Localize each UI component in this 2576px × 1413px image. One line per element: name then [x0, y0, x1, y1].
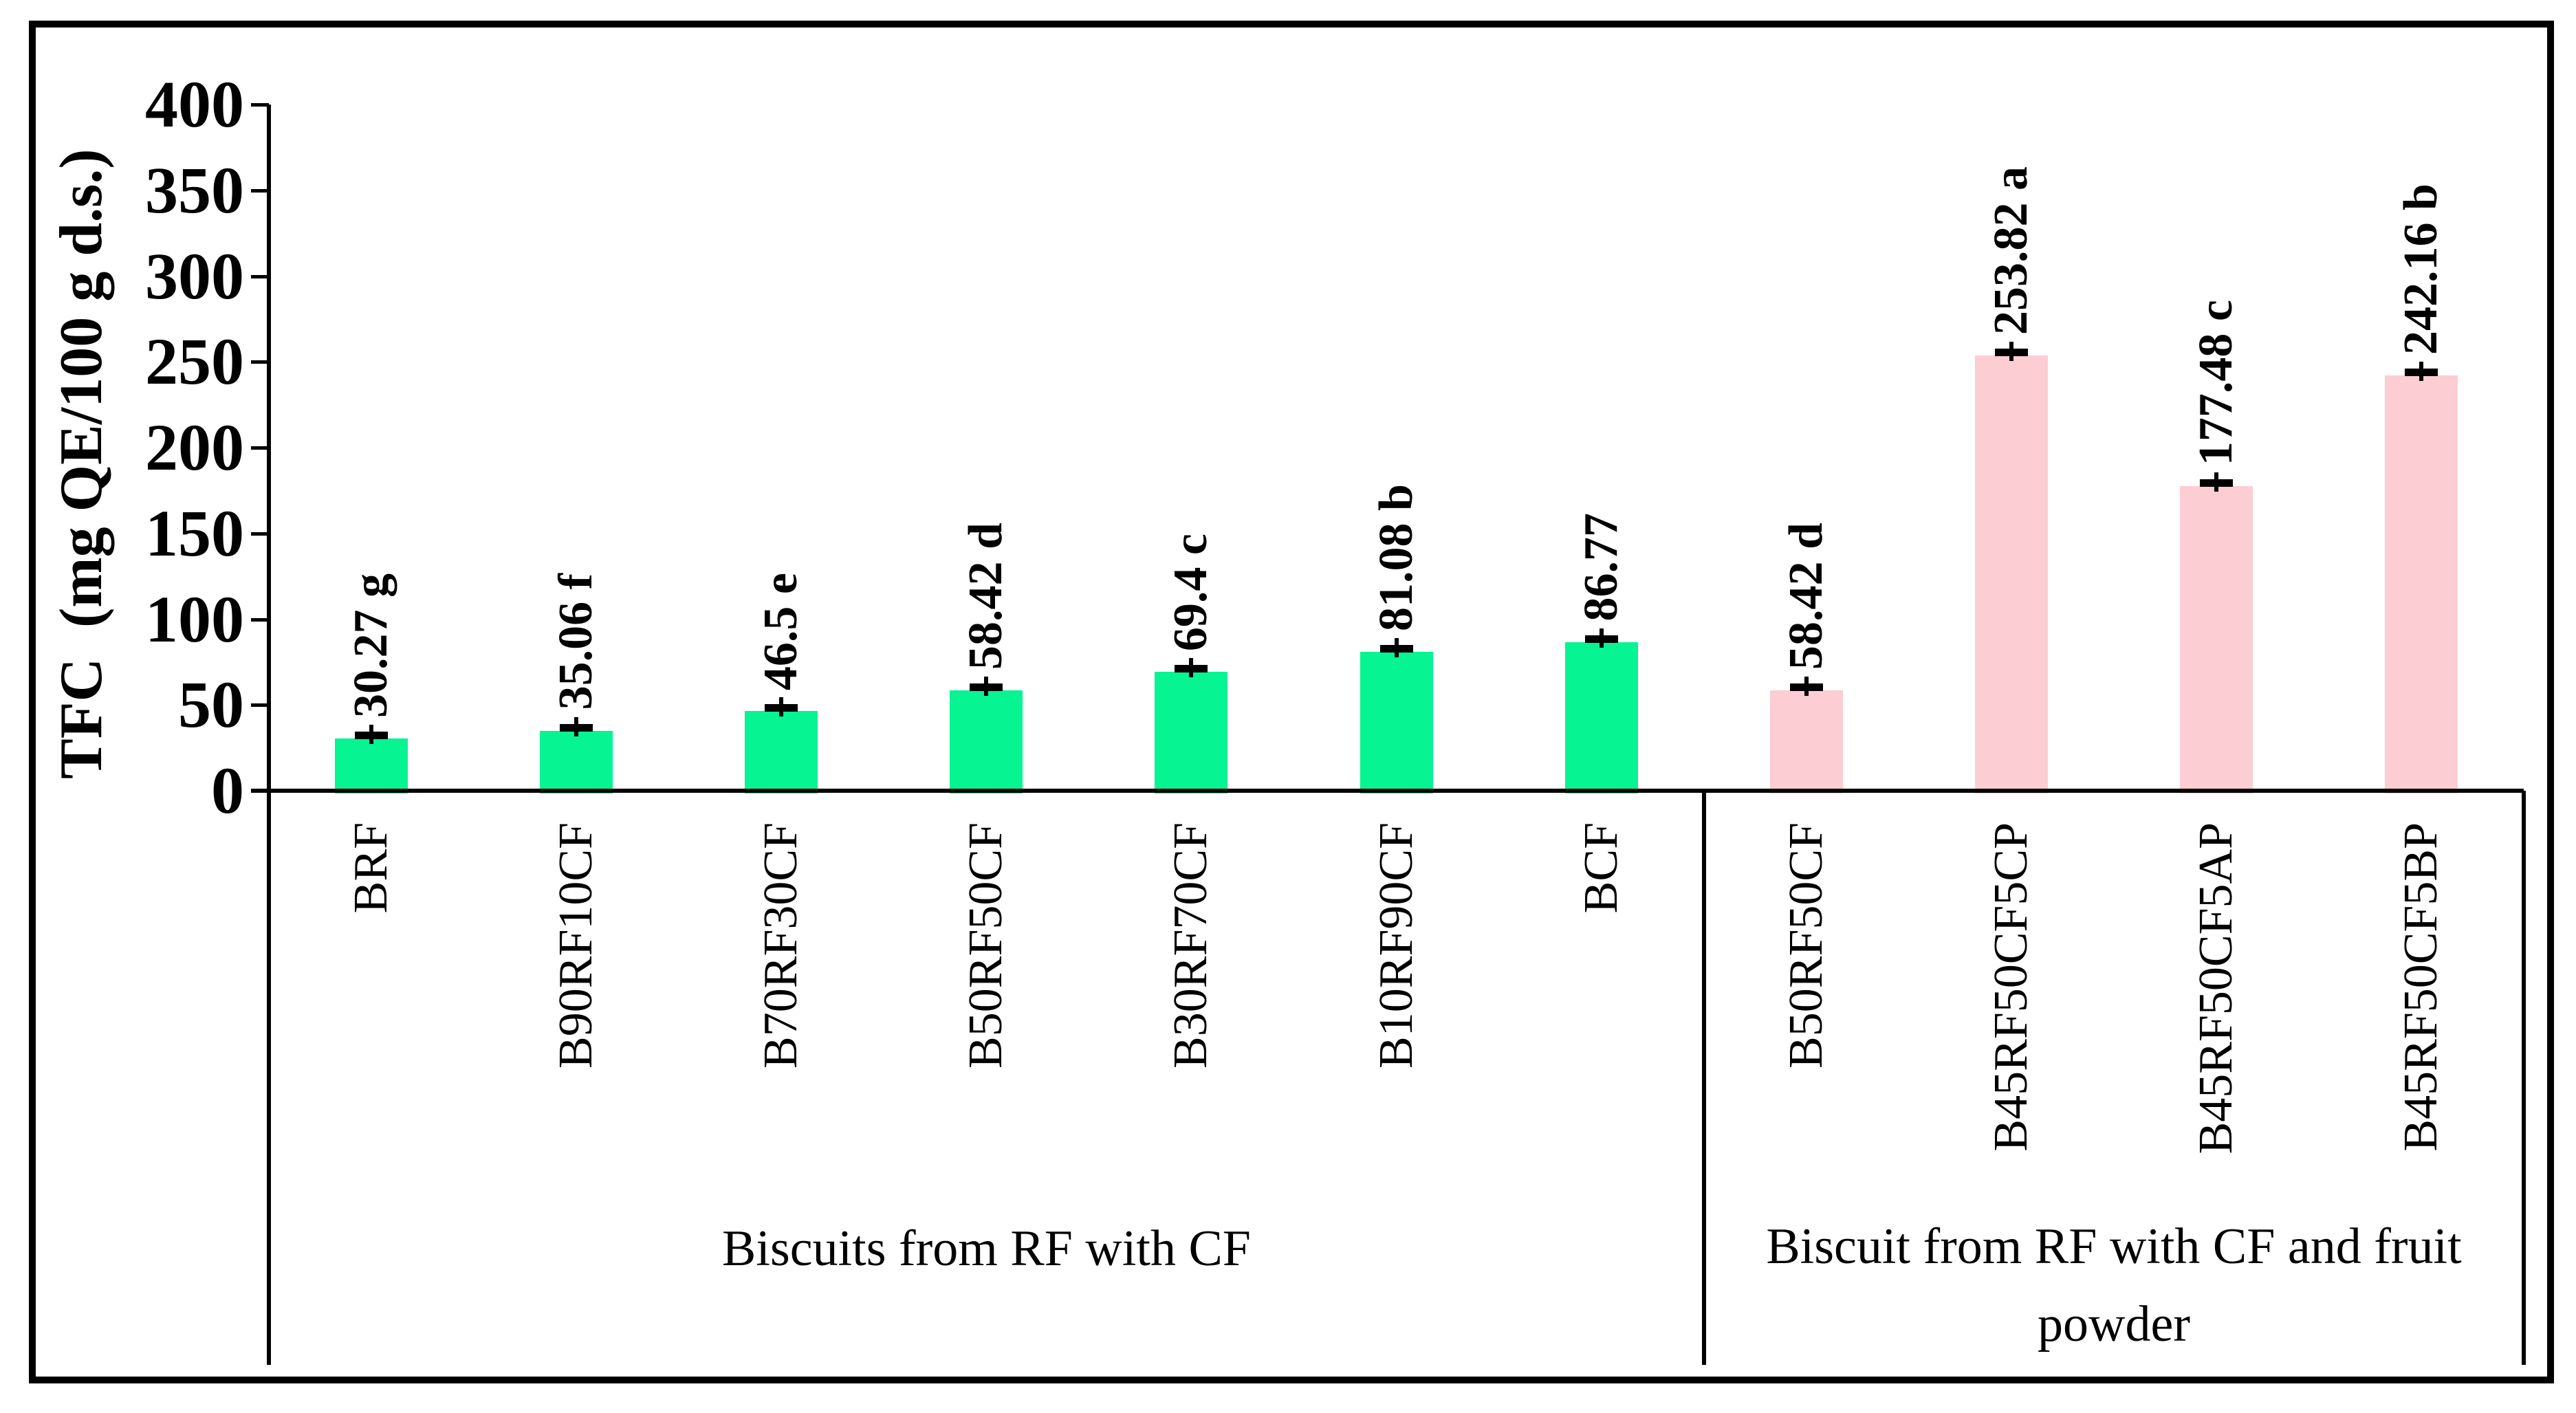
bar-value-label: 242.16 b	[2394, 183, 2447, 355]
y-axis-tick-label: 250	[145, 325, 244, 399]
category-label: BRF	[345, 822, 398, 914]
y-axis-tick-label: 350	[145, 153, 244, 227]
y-axis-tick	[251, 188, 269, 193]
bar-value-label: 30.27 g	[345, 573, 398, 719]
category-label: B45RF50CF5BP	[2394, 822, 2447, 1152]
y-axis-tick	[251, 446, 269, 450]
error-bar-cap	[2199, 479, 2233, 488]
bar	[2179, 486, 2253, 793]
category-label: B45RF50CF5CP	[1984, 822, 2038, 1152]
error-bar-cap	[1994, 348, 2028, 356]
category-label: B90RF10CF	[549, 822, 603, 1069]
bar	[950, 690, 1023, 793]
error-bar-cap	[1175, 664, 1208, 672]
bar	[1155, 671, 1228, 793]
error-bar-cap	[1379, 644, 1413, 653]
category-label: B50RF50CF	[959, 822, 1013, 1069]
bar-value-label: 253.82 a	[1984, 166, 2038, 335]
category-label: B10RF90CF	[1369, 822, 1423, 1069]
category-label: BCF	[1574, 822, 1628, 914]
group-label-biscuits-rf-cf: Biscuits from RF with CF	[722, 1220, 1251, 1277]
y-axis-tick	[251, 703, 269, 708]
bar-value-label: 58.42 d	[959, 523, 1013, 670]
bar	[1769, 690, 1843, 793]
y-axis-tick-label: 400	[145, 67, 244, 141]
bar-value-label: 81.08 b	[1369, 483, 1423, 631]
y-axis-tick-label: 50	[178, 668, 244, 742]
category-label: B50RF50CF	[1779, 822, 1833, 1069]
group-label-biscuits-rf-cf-fruit: Biscuit from RF with CF and fruit powder	[1766, 1218, 2462, 1352]
error-bar-cap	[970, 683, 1003, 692]
group-divider-line	[1701, 791, 1706, 1365]
y-axis-tick-label: 0	[211, 754, 244, 827]
y-axis-line	[267, 105, 271, 1365]
bar-value-label: 58.42 d	[1779, 523, 1833, 670]
category-label: B30RF70CF	[1164, 822, 1218, 1069]
bar-value-label: 69.4 c	[1164, 533, 1218, 651]
y-axis-tick	[251, 617, 269, 622]
bar-value-label: 177.48 c	[2189, 300, 2242, 466]
y-axis-tick-label: 300	[145, 239, 244, 313]
bar	[335, 738, 408, 793]
bar	[1974, 355, 2048, 793]
y-axis-tick-label: 150	[145, 496, 244, 570]
bar	[745, 710, 818, 793]
bar-value-label: 35.06 f	[549, 573, 603, 710]
bar	[1360, 651, 1433, 793]
error-bar-cap	[1789, 683, 1823, 692]
y-axis-tick	[251, 532, 269, 536]
bar-value-label: 46.5 e	[754, 572, 808, 690]
error-bar-cap	[560, 723, 593, 732]
error-bar-cap	[1584, 635, 1618, 643]
bar	[1564, 642, 1638, 793]
bar-value-label: 86.77	[1574, 513, 1628, 622]
figure-frame	[29, 21, 2554, 1383]
error-bar-cap	[765, 703, 798, 712]
y-axis-tick-label: 200	[145, 410, 244, 484]
error-bar-cap	[355, 732, 389, 740]
category-axis-right-line	[2522, 791, 2526, 1365]
bar	[2384, 375, 2458, 793]
y-axis-tick-label: 100	[145, 582, 244, 656]
category-label: B70RF30CF	[754, 822, 808, 1069]
y-axis-tick	[251, 360, 269, 364]
x-axis-line	[251, 789, 2524, 793]
y-axis-tick	[251, 103, 269, 107]
error-bar-cap	[2404, 368, 2438, 376]
y-axis-tick	[251, 274, 269, 278]
bar	[540, 730, 613, 793]
category-label: B45RF50CF5AP	[2189, 822, 2242, 1154]
